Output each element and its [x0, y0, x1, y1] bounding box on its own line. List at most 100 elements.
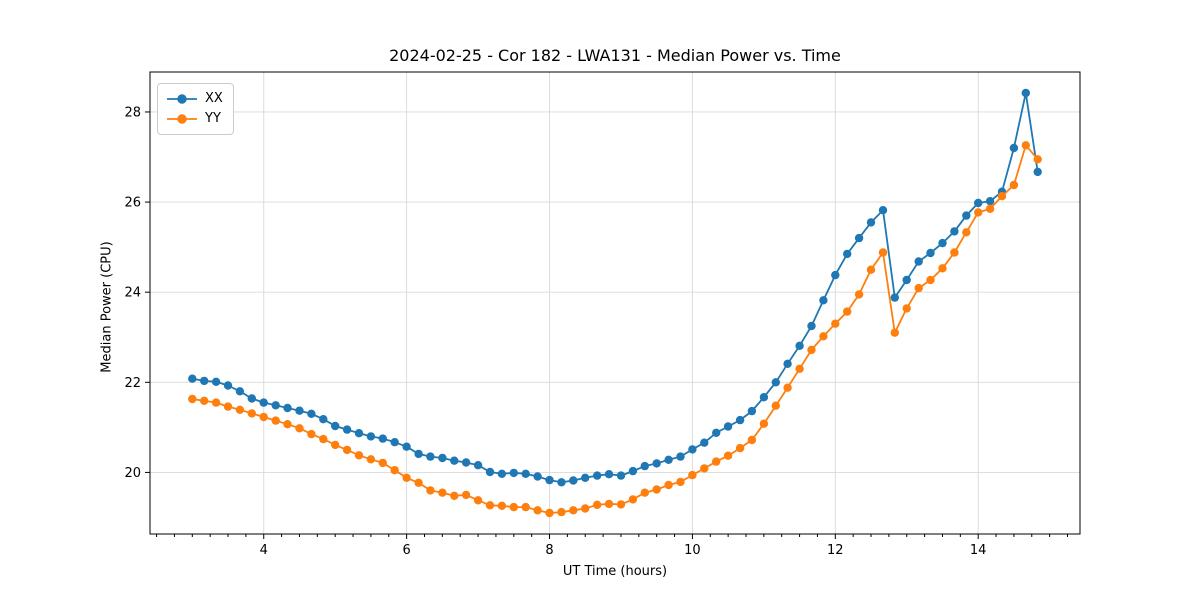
data-point: [426, 486, 435, 495]
data-point: [1021, 88, 1030, 98]
data-point: [509, 502, 518, 512]
data-point: [461, 490, 471, 500]
data-point: [569, 476, 578, 485]
data-point: [319, 434, 328, 444]
data-point: [247, 394, 256, 403]
data-point: [628, 495, 638, 504]
data-point: [914, 257, 923, 266]
data-point: [712, 457, 721, 466]
data-point: [557, 507, 566, 517]
data-point: [831, 270, 840, 280]
data-point: [521, 502, 530, 512]
y-tick-label: 22: [124, 376, 141, 391]
data-point: [354, 451, 364, 460]
data-point: [283, 403, 292, 413]
data-point: [819, 296, 828, 305]
data-point: [843, 307, 852, 316]
data-point: [247, 409, 256, 418]
data-point: [795, 364, 804, 373]
data-point: [747, 435, 757, 445]
data-point: [271, 416, 280, 425]
data-point: [866, 218, 876, 227]
data-point: [735, 415, 745, 425]
data-point: [652, 459, 661, 468]
data-point: [723, 422, 733, 431]
data-point: [188, 394, 197, 404]
data-point: [747, 406, 757, 416]
data-point: [688, 445, 697, 454]
data-point: [581, 473, 590, 482]
data-point: [664, 455, 673, 464]
data-point: [807, 321, 816, 331]
data-point: [485, 501, 495, 510]
y-tick-label: 28: [124, 105, 141, 120]
legend-swatch-xx: [167, 94, 197, 104]
data-point: [485, 467, 495, 477]
data-point: [938, 238, 947, 248]
data-point: [533, 472, 542, 481]
data-point: [1021, 141, 1030, 150]
data-point: [235, 387, 245, 396]
data-point: [771, 378, 780, 387]
y-tick-label: 26: [124, 196, 141, 211]
data-point: [914, 283, 923, 293]
data-point: [759, 419, 769, 428]
data-point: [866, 265, 876, 274]
data-point: [545, 508, 554, 518]
data-point: [223, 402, 233, 411]
y-axis-label-text: Median Power (CPU): [99, 241, 115, 373]
data-point: [938, 264, 947, 273]
x-tick-label: 12: [827, 543, 844, 558]
data-point: [497, 469, 507, 478]
x-tick-label: 4: [260, 543, 268, 558]
data-point: [997, 192, 1007, 201]
data-point: [974, 208, 983, 217]
axes-box: [149, 71, 1081, 535]
x-tick-label: 14: [970, 543, 987, 558]
data-point: [854, 233, 864, 243]
x-tick-label: 8: [545, 543, 553, 558]
chart-title: 2024-02-25 - Cor 182 - LWA131 - Median P…: [389, 46, 841, 65]
data-point: [723, 451, 733, 460]
data-point: [985, 197, 995, 206]
data-point: [414, 449, 423, 459]
data-point: [795, 341, 804, 350]
data-point: [890, 328, 899, 337]
data-point: [331, 440, 340, 450]
data-point: [700, 464, 709, 473]
data-point: [700, 438, 709, 447]
legend-label-yy: YY: [205, 111, 221, 126]
data-point: [259, 412, 268, 422]
data-point: [854, 290, 864, 299]
data-point: [473, 496, 483, 505]
data-point: [831, 319, 840, 328]
data-point: [604, 470, 614, 479]
data-point: [1033, 167, 1042, 177]
series-xx: [188, 88, 1042, 487]
data-point: [950, 227, 959, 236]
data-point: [557, 478, 566, 487]
data-point: [223, 381, 233, 390]
data-point: [545, 475, 554, 485]
data-point: [283, 420, 292, 429]
data-point: [509, 468, 518, 478]
data-point: [533, 506, 542, 515]
data-point: [1009, 180, 1019, 190]
legend-label-xx: XX: [205, 91, 223, 106]
ticks: [145, 111, 1068, 539]
legend-swatch-yy: [167, 114, 197, 124]
data-point: [878, 248, 888, 257]
data-point: [461, 458, 471, 467]
data-point: [664, 480, 673, 490]
tick-labels: 20 22 24 26 28 4 6 8 10 12 14: [124, 105, 986, 558]
data-point: [593, 471, 602, 480]
data-point: [735, 443, 745, 453]
data-point: [307, 429, 316, 439]
data-point: [521, 469, 530, 478]
data-point: [200, 396, 209, 405]
gridlines: [150, 72, 1080, 534]
series-markers: [188, 141, 1042, 518]
data-point: [962, 228, 971, 237]
data-point: [473, 461, 483, 470]
